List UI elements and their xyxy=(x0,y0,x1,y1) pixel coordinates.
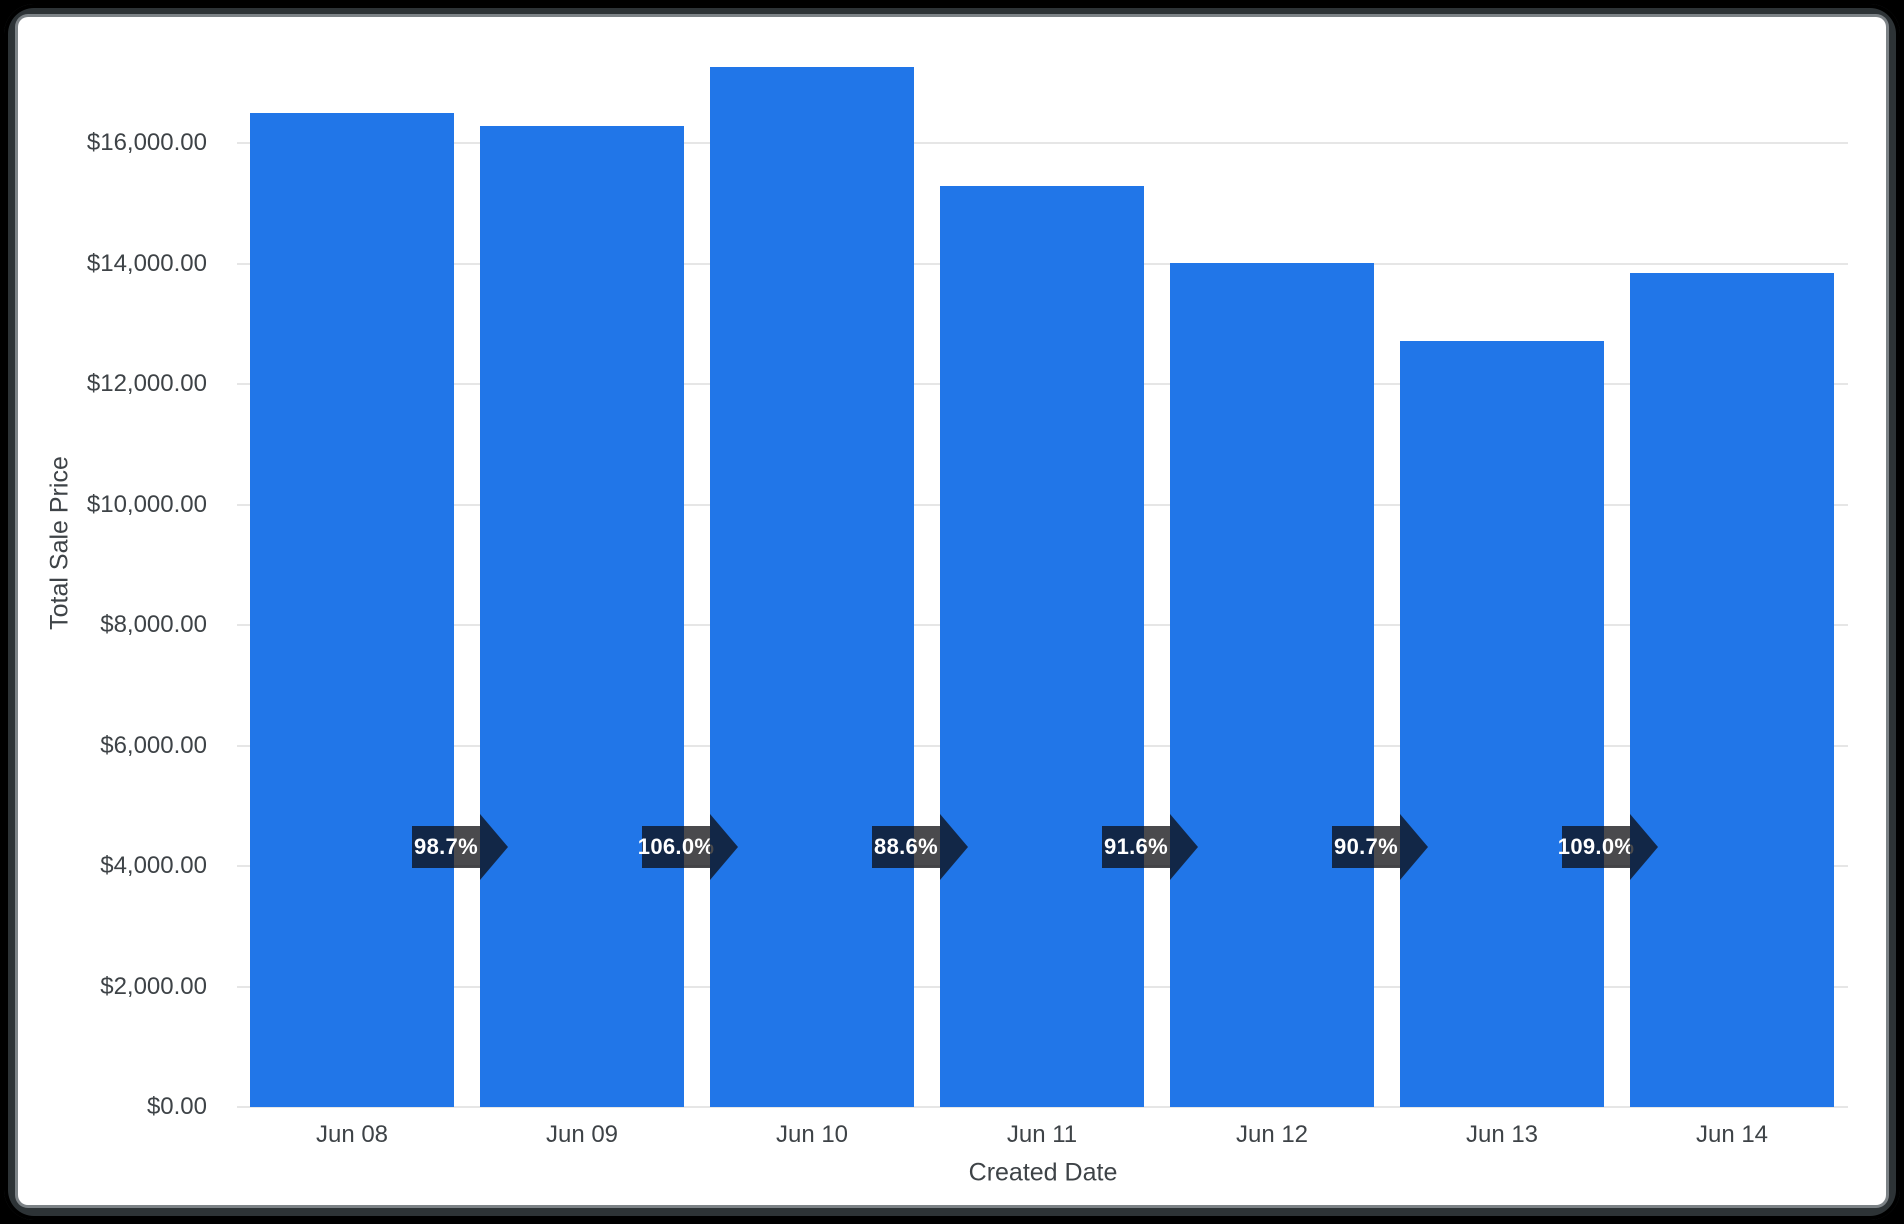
x-tick-label: Jun 14 xyxy=(1695,1121,1769,1148)
y-tick-label: $0.00 xyxy=(146,1093,207,1120)
pct-change-badge[interactable]: 109.0% xyxy=(1558,814,1658,880)
bar-jun-13[interactable] xyxy=(1400,341,1604,1107)
pct-change-value: 91.6% xyxy=(1102,826,1170,868)
arrow-right-icon xyxy=(1630,814,1658,880)
y-tick-label: $14,000.00 xyxy=(86,250,207,277)
y-tick-label: $12,000.00 xyxy=(86,370,207,397)
pct-change-badge[interactable]: 91.6% xyxy=(1102,814,1198,880)
pct-change-badge[interactable]: 106.0% xyxy=(638,814,738,880)
y-tick-label: $8,000.00 xyxy=(100,611,207,638)
bar-jun-14[interactable] xyxy=(1630,273,1834,1107)
bar-jun-12[interactable] xyxy=(1170,263,1374,1107)
bar-jun-09[interactable] xyxy=(480,126,684,1107)
x-tick-label: Jun 12 xyxy=(1235,1121,1309,1148)
x-tick-label: Jun 10 xyxy=(775,1121,849,1148)
pct-change-value: 109.0% xyxy=(1558,826,1634,868)
arrow-right-icon xyxy=(480,814,508,880)
arrow-right-icon xyxy=(940,814,968,880)
bar-jun-10[interactable] xyxy=(710,67,914,1107)
arrow-right-icon xyxy=(1170,814,1198,880)
y-tick-label: $6,000.00 xyxy=(100,732,207,759)
x-axis-title: Created Date xyxy=(968,1158,1118,1187)
x-tick-label: Jun 13 xyxy=(1465,1121,1539,1148)
x-tick-label: Jun 11 xyxy=(1006,1121,1078,1148)
arrow-right-icon xyxy=(710,814,738,880)
x-tick-label: Jun 09 xyxy=(545,1121,619,1148)
y-tick-label: $2,000.00 xyxy=(100,973,207,1000)
y-axis-title: Total Sale Price xyxy=(45,456,74,630)
pct-change-value: 88.6% xyxy=(872,826,940,868)
gridline xyxy=(237,1106,1848,1108)
pct-change-value: 98.7% xyxy=(412,826,480,868)
pct-change-badge[interactable]: 88.6% xyxy=(872,814,968,880)
y-tick-label: $16,000.00 xyxy=(86,129,207,156)
pct-change-value: 106.0% xyxy=(638,826,714,868)
y-tick-label: $4,000.00 xyxy=(100,852,207,879)
bar-jun-11[interactable] xyxy=(940,186,1144,1107)
pct-change-badge[interactable]: 98.7% xyxy=(412,814,508,880)
gridline xyxy=(237,142,1848,144)
arrow-right-icon xyxy=(1400,814,1428,880)
x-tick-label: Jun 08 xyxy=(315,1121,389,1148)
pct-change-badge[interactable]: 90.7% xyxy=(1332,814,1428,880)
bar-jun-08[interactable] xyxy=(250,113,454,1107)
y-tick-label: $10,000.00 xyxy=(86,491,207,518)
pct-change-value: 90.7% xyxy=(1332,826,1400,868)
